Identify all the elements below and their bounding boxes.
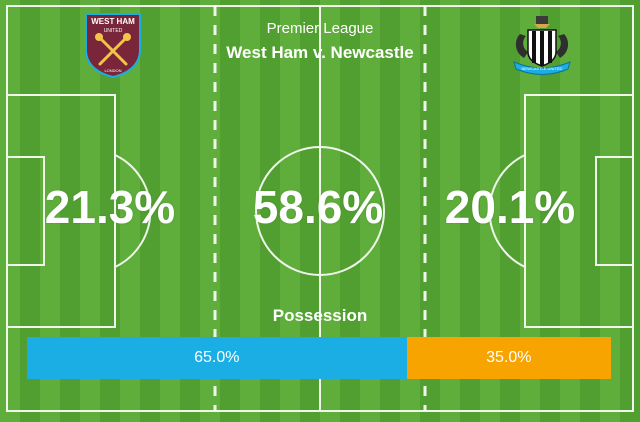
competition-name: Premier League xyxy=(266,20,374,37)
possession-label: Possession xyxy=(272,306,368,325)
west-ham-crest-icon: WEST HAM UNITED LONDON xyxy=(85,13,141,78)
crest-text-bottom: LONDON xyxy=(104,68,121,73)
middle-third-share: 58.6% xyxy=(252,181,384,233)
crest-text: NEWCASTLE UNITED xyxy=(522,66,563,71)
home-possession-segment: 65.0% xyxy=(27,337,407,379)
crest-text-top: WEST HAM xyxy=(91,17,135,26)
possession-bar: 65.0% 35.0% xyxy=(27,337,611,379)
away-possession-value: 35.0% xyxy=(486,349,532,366)
away-possession-segment: 35.0% xyxy=(406,337,611,379)
fixture-title: West Ham v. Newcastle xyxy=(226,43,414,62)
home-attack-share: 21.3% xyxy=(44,181,176,233)
home-possession-value: 65.0% xyxy=(194,349,240,366)
away-attack-share: 20.1% xyxy=(444,181,576,233)
newcastle-crest-icon: NEWCASTLE UNITED xyxy=(513,16,571,75)
crest-text-mid: UNITED xyxy=(104,28,123,34)
